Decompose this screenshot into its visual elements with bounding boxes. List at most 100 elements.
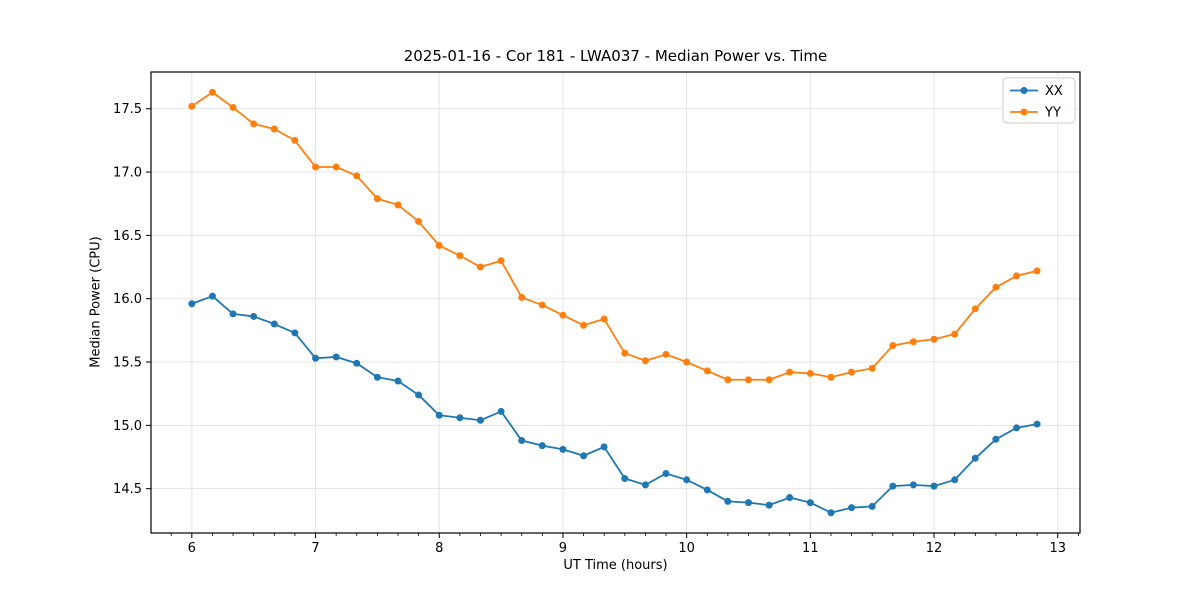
data-point-YY — [1033, 267, 1041, 275]
data-point-YY — [724, 376, 732, 384]
data-point-XX — [909, 481, 917, 489]
data-point-XX — [744, 499, 752, 507]
y-tick-label: 14.5 — [113, 482, 142, 497]
x-axis-label: UT Time (hours) — [563, 558, 668, 573]
data-point-XX — [703, 486, 711, 494]
data-point-XX — [889, 482, 897, 490]
data-point-YY — [208, 88, 216, 96]
data-point-YY — [538, 301, 546, 309]
data-point-YY — [1013, 272, 1021, 280]
legend-label-YY: YY — [1044, 106, 1061, 121]
data-point-XX — [208, 292, 216, 300]
data-point-XX — [476, 416, 484, 424]
data-point-XX — [868, 502, 876, 510]
data-point-XX — [683, 476, 691, 484]
legend-marker-XX — [1020, 87, 1028, 94]
y-tick-label: 17.5 — [113, 102, 142, 117]
data-point-XX — [662, 469, 670, 477]
data-point-XX — [188, 300, 196, 308]
data-point-YY — [312, 163, 320, 171]
data-point-XX — [497, 407, 505, 415]
data-point-XX — [786, 494, 794, 502]
data-point-YY — [250, 120, 258, 128]
y-tick-label: 16.0 — [113, 292, 142, 307]
legend-marker-YY — [1020, 108, 1028, 116]
legend-label-XX: XX — [1045, 84, 1063, 99]
chart-title: 2025-01-16 - Cor 181 - LWA037 - Median P… — [403, 47, 828, 65]
data-point-XX — [621, 475, 629, 483]
data-point-YY — [373, 195, 381, 203]
data-point-YY — [992, 283, 1000, 291]
y-tick-label: 15.5 — [113, 356, 142, 371]
data-point-XX — [971, 454, 979, 462]
data-point-YY — [476, 263, 484, 271]
data-point-XX — [827, 509, 835, 517]
data-point-XX — [312, 354, 320, 362]
data-point-YY — [786, 368, 794, 376]
x-tick-label: 12 — [926, 541, 943, 556]
x-tick-label: 11 — [802, 541, 819, 556]
series-line-YY — [190, 91, 1038, 381]
data-point-YY — [909, 338, 917, 346]
series-line-XX — [190, 295, 1038, 514]
y-tick-label: 15.0 — [113, 419, 142, 434]
data-point-YY — [951, 330, 959, 338]
data-point-XX — [1013, 424, 1021, 432]
plot-border — [150, 71, 1081, 534]
data-point-YY — [456, 252, 464, 260]
data-point-YY — [744, 376, 752, 384]
data-point-YY — [765, 376, 773, 384]
y-tick-label: 16.5 — [113, 229, 142, 244]
data-point-XX — [600, 443, 608, 451]
data-point-YY — [353, 172, 361, 180]
data-point-YY — [229, 103, 237, 111]
data-point-XX — [250, 312, 258, 320]
data-point-YY — [848, 368, 856, 376]
data-point-XX — [353, 359, 361, 367]
x-tick-label: 8 — [435, 541, 443, 556]
data-point-XX — [559, 445, 567, 453]
data-point-XX — [394, 377, 402, 385]
data-point-XX — [538, 442, 546, 450]
data-point-YY — [270, 125, 278, 133]
data-point-YY — [415, 217, 423, 225]
data-point-YY — [621, 349, 629, 357]
data-point-YY — [518, 293, 526, 301]
data-point-YY — [703, 367, 711, 375]
data-point-XX — [518, 437, 526, 445]
data-point-YY — [889, 342, 897, 350]
x-tick-label: 7 — [311, 541, 319, 556]
data-point-YY — [435, 242, 443, 250]
data-point-YY — [930, 335, 938, 343]
data-point-XX — [992, 435, 1000, 443]
data-point-XX — [373, 373, 381, 381]
data-point-XX — [435, 411, 443, 419]
data-point-YY — [683, 358, 691, 366]
data-point-XX — [580, 452, 588, 460]
data-point-XX — [951, 476, 959, 484]
data-point-XX — [724, 497, 732, 505]
data-point-XX — [270, 320, 278, 328]
data-point-XX — [1033, 420, 1041, 428]
x-tick-label: 9 — [559, 541, 567, 556]
data-point-YY — [394, 201, 402, 209]
data-point-YY — [971, 305, 979, 313]
data-point-YY — [580, 321, 588, 329]
legend-box — [1002, 77, 1076, 124]
data-point-YY — [497, 257, 505, 265]
x-tick-label: 10 — [678, 541, 695, 556]
data-point-XX — [415, 391, 423, 399]
data-point-YY — [868, 364, 876, 372]
data-point-XX — [229, 310, 237, 318]
data-point-YY — [641, 357, 649, 365]
data-point-XX — [641, 481, 649, 489]
data-point-YY — [662, 350, 670, 358]
data-point-YY — [600, 315, 608, 323]
data-point-XX — [291, 329, 299, 337]
data-point-YY — [332, 163, 340, 171]
data-point-XX — [332, 353, 340, 361]
data-point-XX — [806, 499, 814, 507]
data-point-YY — [559, 311, 567, 319]
data-point-YY — [188, 102, 196, 110]
